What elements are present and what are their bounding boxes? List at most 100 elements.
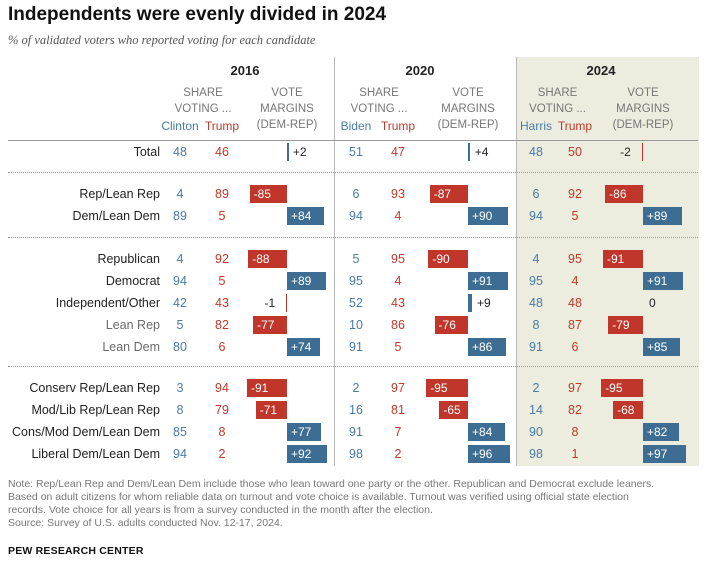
rep-share-value: 8	[218, 425, 226, 439]
margin-label: +74	[291, 340, 312, 354]
year-header-2016: 2016	[230, 63, 260, 78]
dem-share-value: 48	[529, 296, 543, 310]
chart-subtitle: % of validated voters who reported votin…	[8, 33, 316, 47]
margin-bar-dem	[643, 207, 683, 225]
share-header: SHARE	[537, 87, 578, 99]
rep-share-value: 82	[215, 318, 229, 332]
margin-label: +90	[472, 209, 493, 223]
rep-candidate-name: Trump	[204, 119, 240, 133]
dem-share-value: 8	[176, 403, 184, 417]
share-header: VOTING ...	[174, 103, 232, 115]
rep-share-value: 43	[391, 296, 405, 310]
rep-share-value: 79	[215, 403, 229, 417]
dem-share-value: 4	[176, 187, 184, 201]
margin-bar-rep	[434, 316, 468, 334]
margin-bar-rep	[429, 185, 468, 203]
margin-bar-dem	[643, 423, 680, 441]
dem-share-value: 51	[349, 145, 363, 159]
margin-label: +89	[291, 274, 312, 288]
margin-bar-rep	[605, 185, 643, 203]
margin-bar-rep	[426, 379, 468, 397]
margin-header: MARGINS	[260, 103, 314, 115]
margin-label: -77	[257, 318, 275, 332]
dem-share-value: 91	[349, 425, 363, 439]
dem-candidate-name: Clinton	[161, 119, 199, 133]
margin-header: (DEM-REP)	[437, 119, 499, 131]
rep-share-value: 5	[394, 340, 402, 354]
dem-share-value: 95	[529, 274, 543, 288]
dem-share-value: 6	[532, 187, 540, 201]
rep-share-value: 97	[391, 381, 405, 395]
margin-header: (DEM-REP)	[256, 119, 318, 131]
margin-label: +2	[292, 145, 307, 159]
rep-share-value: 5	[218, 274, 226, 288]
rep-share-value: 46	[215, 145, 229, 159]
rep-share-value: 48	[568, 296, 582, 310]
margin-bar-dem	[643, 272, 684, 290]
row-label: Mod/Lib Rep/Lean Rep	[31, 403, 160, 417]
margin-bar-dem	[287, 143, 289, 161]
margin-label: -87	[433, 187, 452, 201]
dem-share-value: 94	[529, 209, 543, 223]
rep-share-value: 95	[568, 252, 582, 266]
dem-share-value: 85	[173, 425, 187, 439]
rep-candidate-name: Trump	[380, 119, 416, 133]
margin-bar-dem	[468, 445, 511, 463]
rep-share-value: 2	[218, 447, 226, 461]
margin-bar-dem	[643, 445, 686, 463]
margin-label: +84	[472, 425, 493, 439]
row-label: Lean Dem	[102, 340, 160, 354]
share-header: SHARE	[359, 87, 399, 99]
margin-label: -79	[612, 318, 630, 332]
margin-bar-dem	[468, 207, 508, 225]
margin-bar-dem	[287, 272, 327, 290]
row-label: Lean Rep	[105, 318, 160, 332]
dem-share-value: 16	[349, 403, 363, 417]
note-line-3: records. Vote choice for all years is fr…	[8, 504, 433, 516]
rep-share-value: 47	[391, 145, 405, 159]
group-separator	[8, 237, 698, 238]
margin-label: -90	[432, 252, 450, 266]
dem-share-value: 80	[173, 340, 187, 354]
dem-share-value: 52	[349, 296, 363, 310]
rep-share-value: 4	[571, 274, 579, 288]
chart-title: Independents were evenly divided in 2024	[8, 4, 387, 25]
rep-share-value: 92	[215, 252, 229, 266]
margin-bar-rep	[285, 294, 287, 312]
rep-share-value: 6	[571, 340, 579, 354]
margin-label: -71	[259, 403, 278, 417]
row-label: Republican	[97, 252, 160, 266]
rep-share-value: 89	[215, 187, 229, 201]
rep-share-value: 82	[568, 403, 582, 417]
row-label: Rep/Lean Rep	[79, 187, 160, 201]
margin-header: (DEM-REP)	[612, 119, 674, 131]
margin-label: -2	[620, 145, 631, 159]
group-separator	[8, 172, 698, 173]
margin-label: +77	[291, 425, 312, 439]
rep-share-value: 7	[394, 425, 402, 439]
margin-bar-rep	[601, 379, 643, 397]
rep-share-value: 94	[215, 381, 229, 395]
margin-label: -1	[264, 296, 276, 310]
margin-header: MARGINS	[441, 103, 495, 115]
margin-label: -65	[443, 403, 461, 417]
dem-share-value: 95	[349, 274, 363, 288]
margin-bar-rep	[641, 143, 643, 161]
rep-share-value: 5	[218, 209, 226, 223]
margin-bar-dem	[468, 423, 505, 441]
dem-candidate-name: Harris	[520, 119, 552, 133]
dem-share-value: 48	[529, 145, 543, 159]
margin-label: -88	[252, 252, 270, 266]
rep-share-value: 50	[568, 145, 582, 159]
row-label: Total	[133, 145, 160, 159]
margin-bar-dem	[468, 338, 506, 356]
dem-candidate-name: Biden	[340, 119, 372, 133]
margin-bar-dem	[287, 423, 321, 441]
rep-share-value: 8	[571, 425, 579, 439]
margin-label: -95	[430, 381, 448, 395]
dem-share-value: 14	[529, 403, 543, 417]
margin-bar-dem	[287, 207, 324, 225]
row-label: Democrat	[105, 274, 160, 288]
header-rule	[8, 140, 698, 141]
margin-label: +84	[291, 209, 312, 223]
